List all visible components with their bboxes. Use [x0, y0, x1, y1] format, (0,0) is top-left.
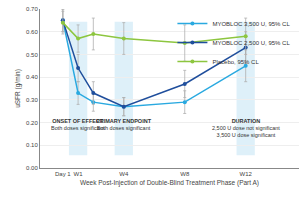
- svg-text:0.10: 0.10: [26, 142, 38, 148]
- svg-text:W12: W12: [240, 171, 253, 177]
- svg-text:ONSET OF EFFECTBoth doses sign: ONSET OF EFFECTBoth doses significant: [51, 118, 105, 131]
- svg-text:0.70: 0.70: [26, 6, 38, 12]
- svg-text:W8: W8: [180, 171, 190, 177]
- svg-text:MYOBLOC 3,500 U, 95% CL: MYOBLOC 3,500 U, 95% CL: [212, 21, 290, 27]
- svg-text:0.40: 0.40: [26, 74, 38, 80]
- svg-text:Week Post-Injection of Double-: Week Post-Injection of Double-Blind Trea…: [80, 179, 259, 187]
- svg-text:0.00: 0.00: [26, 165, 38, 171]
- svg-text:W4: W4: [119, 171, 129, 177]
- svg-text:W1: W1: [74, 171, 84, 177]
- svg-text:DURATION2,500 U dose not signi: DURATION2,500 U dose not significant3,50…: [212, 118, 280, 138]
- svg-text:PRIMARY ENDPOINTBoth doses sig: PRIMARY ENDPOINTBoth doses significant: [96, 118, 152, 131]
- svg-text:uSFR (g/min): uSFR (g/min): [14, 69, 22, 108]
- svg-text:0.60: 0.60: [26, 29, 38, 35]
- svg-text:Day 1: Day 1: [55, 171, 71, 177]
- svg-text:0.50: 0.50: [26, 52, 38, 58]
- svg-text:0.30: 0.30: [26, 97, 38, 103]
- svg-text:MYOBLOC 2,500 U, 95% CL: MYOBLOC 2,500 U, 95% CL: [212, 40, 290, 46]
- svg-text:Placebo, 95% CL: Placebo, 95% CL: [212, 59, 259, 65]
- svg-text:0.20: 0.20: [26, 120, 38, 126]
